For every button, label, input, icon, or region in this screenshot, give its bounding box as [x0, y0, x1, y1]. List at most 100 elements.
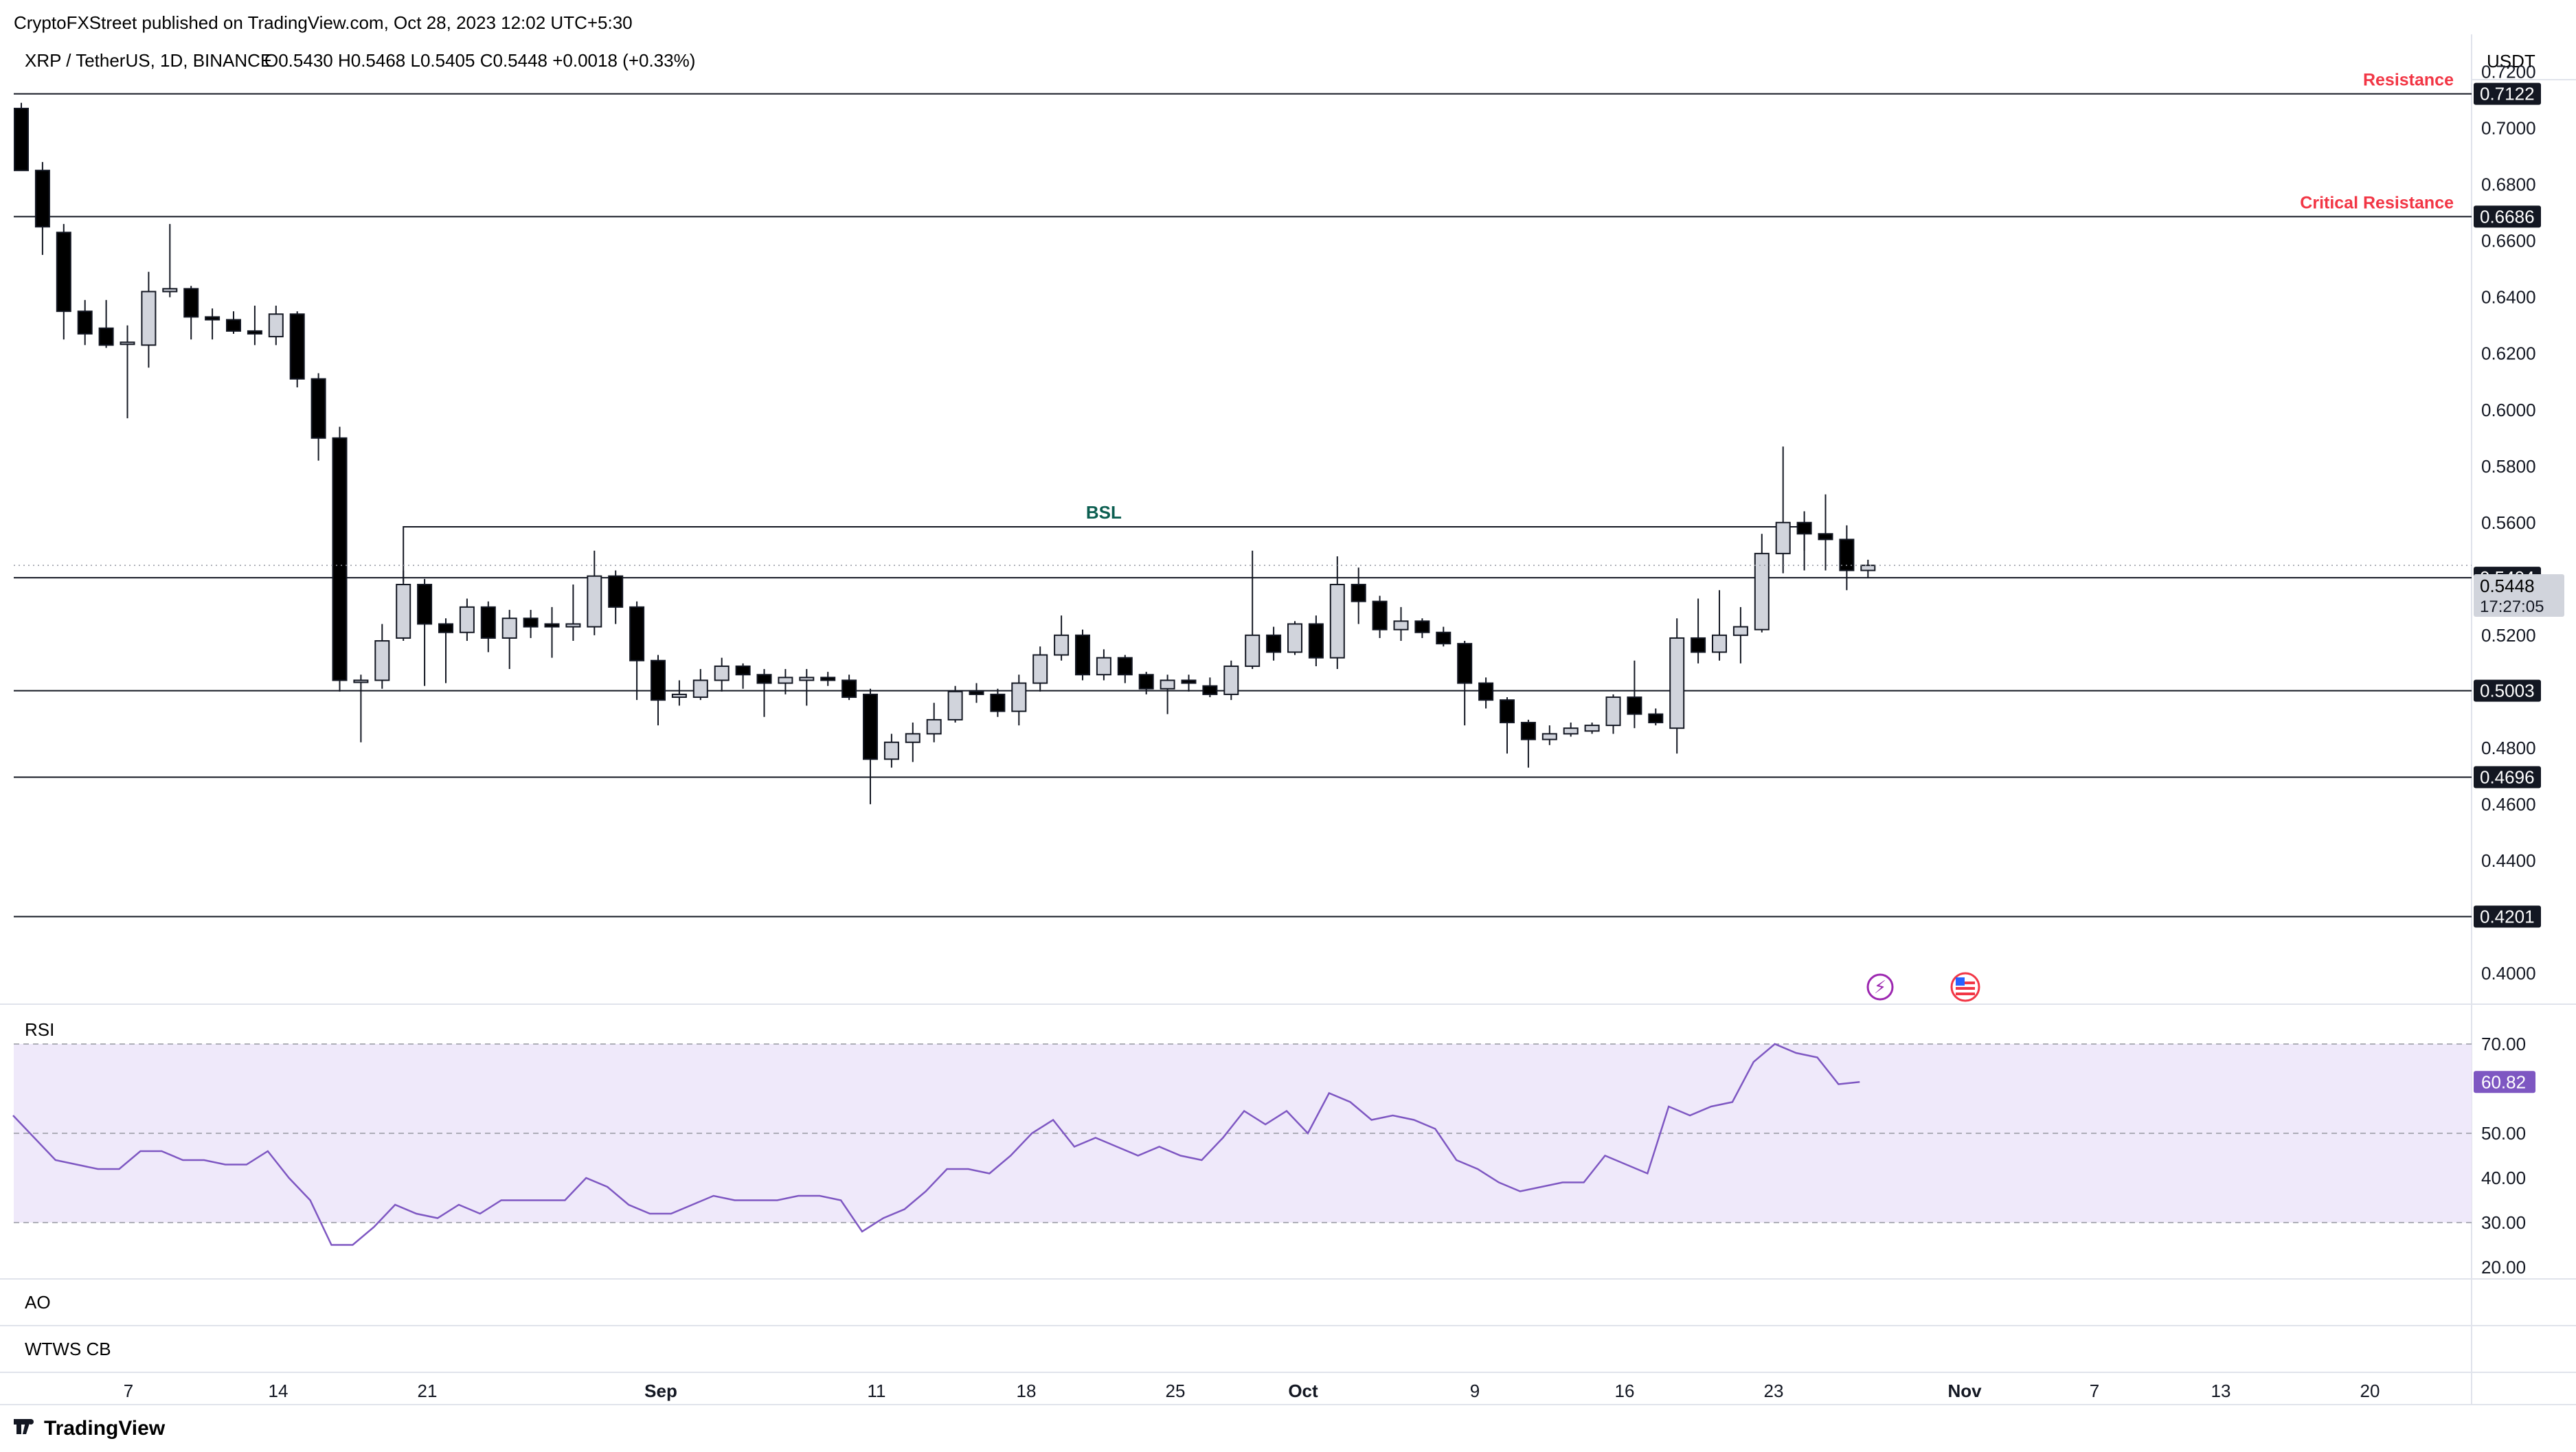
candle-7: [163, 224, 177, 297]
candle-body-82: [1755, 554, 1769, 630]
us-flag-event-icon[interactable]: [1952, 973, 1979, 1001]
candle-body-73: [1564, 728, 1578, 734]
candle-body-66: [1415, 621, 1429, 632]
time-tick-13: 13: [2211, 1381, 2231, 1401]
candle-body-22: [482, 607, 495, 638]
ao-label[interactable]: AO: [25, 1292, 51, 1313]
candle-65: [1394, 607, 1408, 641]
candle-13: [291, 311, 304, 387]
candle-body-63: [1352, 585, 1366, 602]
bsl-bracket: [403, 527, 1804, 582]
candle-77: [1649, 708, 1662, 725]
candle-body-68: [1458, 644, 1471, 683]
candle-9: [205, 308, 219, 339]
candle-body-1: [36, 170, 49, 227]
candle-body-58: [1245, 635, 1259, 666]
candle-67: [1436, 627, 1450, 647]
lightning-event-icon[interactable]: ⚡: [1868, 975, 1893, 999]
candle-body-53: [1140, 674, 1153, 689]
candle-31: [673, 680, 686, 705]
candle-body-33: [715, 666, 729, 681]
candle-body-20: [439, 624, 453, 632]
level-value-1: 0.6686: [2480, 206, 2535, 227]
candle-6: [142, 272, 155, 367]
candle-body-26: [566, 624, 580, 626]
price-tick-10: 0.4800: [2481, 738, 2536, 758]
ohlc-readout: O0.5430 H0.5468 L0.5405 C0.5448 +0.0018 …: [264, 50, 695, 71]
level-value-4: 0.4696: [2480, 767, 2535, 788]
rsi-value: 60.82: [2481, 1071, 2526, 1092]
candle-body-61: [1309, 624, 1323, 657]
candle-73: [1564, 723, 1578, 737]
level-lines: 0.7122 Resistance 0.6686 Critical Resistanc…: [14, 71, 2541, 928]
rsi-tick-3: 30.00: [2481, 1212, 2526, 1233]
candle-14: [312, 373, 326, 460]
time-tick-6: 25: [1166, 1381, 1186, 1401]
candle-54: [1161, 674, 1175, 714]
rsi-tick-4: 20.00: [2481, 1257, 2526, 1278]
candle-body-19: [418, 585, 431, 624]
candle-2: [57, 224, 71, 339]
candle-body-70: [1500, 700, 1514, 723]
time-tick-4: 11: [868, 1381, 886, 1401]
time-axis[interactable]: 7 14 21 Sep 11 18 25 Oct 9 16 23 Nov 7 13 20: [124, 1381, 2380, 1401]
wtws-label[interactable]: WTWS CB: [25, 1339, 111, 1359]
candle-55: [1182, 674, 1196, 692]
rsi-tick-2: 40.00: [2481, 1168, 2526, 1188]
time-tick-12: 7: [2090, 1381, 2099, 1401]
candle-body-21: [460, 607, 474, 633]
candle-84: [1798, 511, 1811, 570]
rsi-label[interactable]: RSI: [25, 1019, 54, 1040]
candle-58: [1245, 551, 1259, 669]
candle-56: [1203, 677, 1217, 697]
price-tick-6: 0.6000: [2481, 400, 2536, 420]
candle-0: [14, 103, 28, 170]
candle-body-42: [906, 734, 920, 742]
candle-body-54: [1161, 680, 1175, 688]
price-tick-7: 0.5800: [2481, 456, 2536, 477]
candle-body-37: [800, 677, 813, 680]
tradingview-logo: TradingView: [14, 1417, 166, 1440]
rsi-pane: 70.00 50.00 40.00 30.00 20.00 60.82: [13, 1034, 2535, 1278]
candle-45: [970, 683, 984, 703]
candle-body-36: [778, 677, 792, 683]
candle-1: [36, 162, 49, 255]
candle-63: [1352, 567, 1366, 624]
candle-42: [906, 723, 920, 762]
candle-32: [694, 669, 708, 700]
candles: [14, 103, 2472, 804]
candle-8: [184, 286, 198, 339]
candle-body-76: [1627, 697, 1641, 714]
symbol-title[interactable]: XRP / TetherUS, 1D, BINANCE: [25, 50, 272, 71]
price-axis[interactable]: 0.7200 0.7000 0.6800 0.6600 0.6400 0.6200 0.60…: [2481, 62, 2536, 984]
time-tick-2: 21: [418, 1381, 438, 1401]
candle-40: [863, 689, 877, 804]
time-tick-10: 23: [1764, 1381, 1784, 1401]
candle-body-46: [991, 694, 1004, 712]
candle-4: [100, 300, 113, 348]
candle-33: [715, 658, 729, 692]
candle-29: [630, 602, 644, 701]
candle-body-72: [1543, 734, 1557, 739]
candle-59: [1267, 627, 1280, 661]
current-price-value: 0.5448: [2480, 576, 2535, 596]
candle-82: [1755, 534, 1769, 633]
candle-body-35: [758, 674, 771, 683]
candle-body-77: [1649, 714, 1662, 723]
candle-body-52: [1118, 658, 1132, 675]
candle-body-3: [78, 311, 92, 334]
candle-10: [227, 311, 240, 334]
bsl-label: BSL: [1086, 502, 1122, 523]
candle-body-49: [1054, 635, 1068, 655]
candle-body-29: [630, 607, 644, 661]
candle-5: [121, 326, 135, 418]
candle-81: [1734, 607, 1748, 663]
candle-69: [1479, 677, 1493, 708]
candle-body-47: [1012, 683, 1026, 712]
candle-23: [503, 610, 517, 669]
candle-24: [524, 610, 538, 638]
candle-body-39: [842, 680, 856, 697]
candle-body-41: [885, 742, 899, 760]
candle-64: [1373, 595, 1387, 638]
